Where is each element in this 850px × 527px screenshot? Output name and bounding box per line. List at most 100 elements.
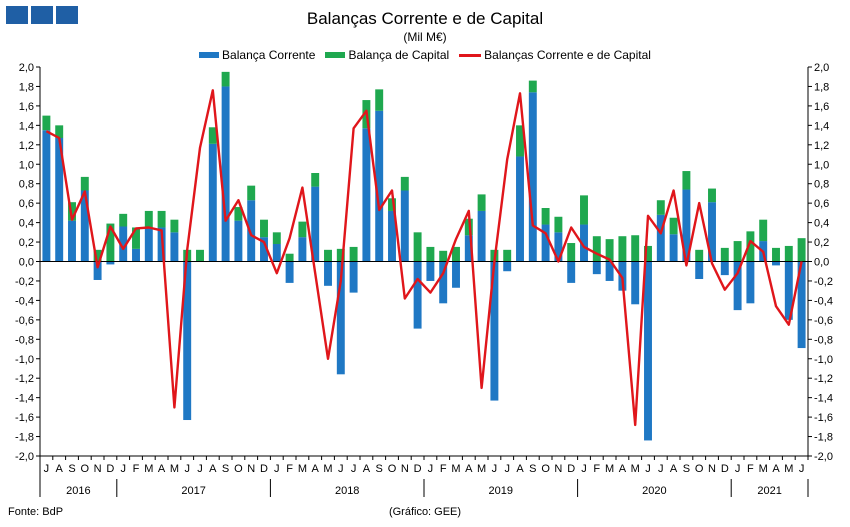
logo-block: [31, 6, 53, 24]
bar-current: [285, 261, 294, 283]
y-tick-label-left: -1,4: [15, 393, 34, 405]
bar-current: [541, 224, 550, 262]
bar-current: [605, 261, 614, 281]
bar-current: [554, 232, 563, 262]
y-tick-label-right: 0,4: [814, 218, 829, 230]
bar-current: [260, 237, 268, 262]
bar-capital: [42, 115, 51, 131]
month-label: M: [170, 463, 179, 475]
bar-current: [516, 156, 524, 262]
year-label: 2018: [335, 485, 359, 497]
bar-capital: [656, 200, 665, 215]
month-label: M: [759, 463, 768, 475]
y-tick-label-right: 1,2: [814, 140, 829, 152]
bar-capital: [631, 235, 640, 262]
month-label: N: [554, 463, 562, 475]
y-tick-label-right: 1,6: [814, 101, 829, 113]
bar-capital: [592, 236, 601, 262]
month-label: F: [440, 463, 447, 475]
bar-current: [80, 190, 89, 262]
month-label: J: [44, 463, 50, 475]
bar-current: [580, 224, 588, 262]
chart-subtitle: (Mil M€): [403, 30, 447, 44]
y-tick-label-left: -0,2: [15, 276, 34, 288]
bar-current: [669, 234, 678, 262]
bar-current: [720, 261, 729, 276]
bar-capital: [272, 232, 281, 244]
bar-capital: [567, 243, 576, 262]
month-label: A: [56, 463, 64, 475]
year-label: 2020: [642, 485, 666, 497]
month-label: J: [735, 463, 741, 475]
month-label: S: [683, 463, 690, 475]
month-label: A: [772, 463, 780, 475]
chart-title: Balanças Corrente e de Capital: [306, 9, 544, 28]
month-label: A: [363, 463, 371, 475]
bar-capital: [119, 213, 128, 227]
legend-swatch-total: [459, 53, 482, 57]
bar-capital: [132, 227, 140, 249]
month-label: J: [184, 463, 190, 475]
bar-capital: [400, 176, 409, 191]
month-label: J: [504, 463, 510, 475]
month-label: S: [529, 463, 536, 475]
bar-current: [170, 232, 179, 262]
bar-capital: [311, 173, 320, 187]
bar-capital: [528, 80, 537, 93]
bar-current: [464, 235, 473, 262]
bar-capital: [759, 219, 768, 242]
bar-current: [797, 261, 806, 349]
bar-capital: [439, 250, 448, 262]
month-label: J: [274, 463, 280, 475]
bar-current: [298, 237, 307, 262]
bar-current: [413, 261, 422, 329]
credit-note: (Gráfico: GEE): [388, 506, 462, 518]
bar-capital: [682, 171, 691, 190]
month-label: M: [605, 463, 614, 475]
y-tick-label-left: 0,4: [19, 218, 34, 230]
month-label: J: [197, 463, 203, 475]
y-tick-label-left: -1,8: [15, 432, 34, 444]
y-tick-label-right: -0,2: [814, 276, 833, 288]
bar-current: [439, 261, 448, 304]
month-label: O: [695, 463, 704, 475]
month-label: O: [81, 463, 90, 475]
y-tick-label-left: 2,0: [19, 62, 34, 74]
month-label: J: [338, 463, 344, 475]
bar-capital: [644, 245, 652, 262]
y-tick-label-right: -1,6: [814, 412, 833, 424]
bar-capital: [336, 248, 345, 262]
bar-current: [311, 186, 320, 262]
month-label: J: [581, 463, 587, 475]
y-tick-label-left: 0,0: [19, 257, 34, 269]
bar-current: [733, 261, 742, 311]
y-tick-label-right: -1,2: [814, 373, 833, 385]
y-tick-label-right: -1,8: [814, 432, 833, 444]
bar-current: [682, 189, 691, 262]
month-label: A: [516, 463, 524, 475]
month-label: D: [260, 463, 268, 475]
bar-capital: [772, 247, 780, 262]
legend: Balança Corrente Balança de Capital Bala…: [0, 48, 850, 62]
month-label: A: [465, 463, 473, 475]
bar-capital: [618, 236, 627, 262]
bar-current: [144, 227, 153, 262]
month-label: J: [428, 463, 434, 475]
month-label: A: [619, 463, 627, 475]
year-label: 2016: [66, 485, 90, 497]
bar-capital: [93, 249, 102, 262]
month-label: M: [323, 463, 332, 475]
month-label: M: [451, 463, 460, 475]
bar-current: [221, 86, 230, 262]
bar-current: [695, 261, 704, 280]
legend-label-current: Balança Corrente: [222, 48, 316, 62]
y-tick-label-right: -2,0: [814, 451, 833, 463]
logo-block: [6, 6, 28, 24]
legend-label-capital: Balança de Capital: [348, 48, 450, 62]
bar-current: [592, 261, 601, 275]
y-tick-label-right: 0,2: [814, 237, 829, 249]
bar-current: [119, 226, 128, 262]
bar-capital: [55, 125, 64, 138]
bar-capital: [196, 249, 204, 262]
